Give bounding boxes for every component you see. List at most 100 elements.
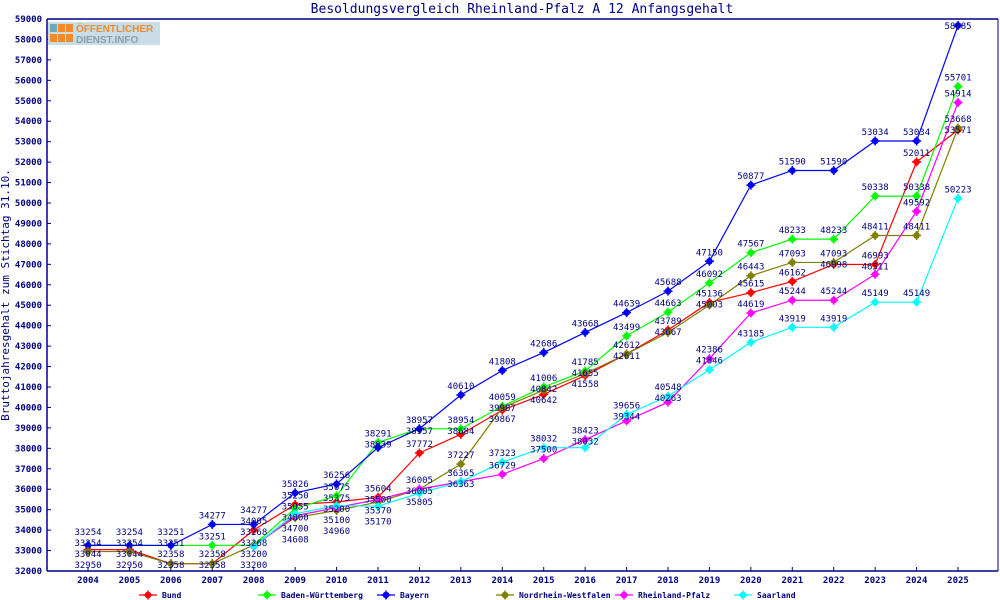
data-point — [870, 269, 880, 279]
data-point — [456, 424, 466, 434]
legend-marker — [619, 590, 629, 600]
x-tick-label: 2017 — [616, 576, 638, 586]
data-point — [953, 193, 963, 203]
marker-cross — [207, 559, 217, 569]
y-tick-label: 39000 — [15, 424, 42, 434]
legend-marker — [143, 590, 153, 600]
data-label: 33044 — [116, 550, 143, 560]
data-point — [414, 448, 424, 458]
legend-marker — [738, 590, 748, 600]
data-point — [166, 559, 176, 569]
data-label: 34800 — [282, 514, 309, 524]
marker-cross — [912, 206, 922, 216]
legend-marker — [500, 590, 510, 600]
marker-cross — [787, 165, 797, 175]
data-label: 54914 — [944, 90, 971, 100]
data-label: 39344 — [613, 412, 640, 422]
data-label: 32358 — [199, 550, 226, 560]
data-label: 34608 — [282, 536, 309, 546]
data-point — [704, 278, 714, 288]
data-label: 43499 — [613, 323, 640, 333]
data-point — [622, 331, 632, 341]
data-label: 32358 — [157, 561, 184, 571]
marker-cross — [953, 123, 963, 133]
x-tick-label: 2018 — [657, 576, 679, 586]
data-label: 58685 — [944, 22, 971, 32]
marker-cross — [207, 540, 217, 550]
data-label: 42386 — [696, 346, 723, 356]
data-label: 50338 — [862, 183, 889, 193]
marker-cross — [83, 547, 93, 557]
data-label: 41655 — [572, 369, 599, 379]
marker-cross — [746, 288, 756, 298]
marker-cross — [580, 435, 590, 445]
marker-cross — [829, 165, 839, 175]
series-line-2 — [88, 25, 959, 547]
data-label: 42612 — [613, 341, 640, 351]
data-point — [787, 165, 797, 175]
data-point — [539, 348, 549, 358]
y-tick-label: 42000 — [15, 363, 42, 373]
y-tick-label: 56000 — [15, 76, 42, 86]
y-tick-label: 46000 — [15, 281, 42, 291]
x-tick-label: 2025 — [947, 576, 969, 586]
marker-cross — [663, 286, 673, 296]
data-label: 45149 — [862, 289, 889, 299]
y-tick-label: 36000 — [15, 485, 42, 495]
marker-cross — [580, 443, 590, 453]
data-point — [332, 491, 342, 501]
data-point — [414, 488, 424, 498]
data-point — [912, 191, 922, 201]
data-label: 53571 — [944, 126, 971, 136]
data-label: 35604 — [364, 484, 391, 494]
data-label: 37500 — [530, 446, 557, 456]
data-label: 44639 — [613, 300, 640, 310]
data-point — [456, 459, 466, 469]
data-label: 35375 — [323, 494, 350, 504]
y-tick-label: 57000 — [15, 56, 42, 66]
data-label: 43919 — [820, 314, 847, 324]
data-label: 35055 — [282, 503, 309, 513]
data-label: 36005 — [406, 487, 433, 497]
data-label: 47093 — [820, 249, 847, 259]
data-label: 41846 — [696, 357, 723, 367]
legend-label: Nordrhein-Westfalen — [519, 590, 611, 600]
data-point — [953, 20, 963, 30]
marker-cross — [332, 501, 342, 511]
marker-cross — [704, 256, 714, 266]
marker-cross — [500, 590, 510, 600]
marker-cross — [249, 519, 259, 529]
data-label: 39867 — [489, 415, 516, 425]
data-point — [456, 390, 466, 400]
marker-cross — [912, 136, 922, 146]
legend-label: Bayern — [400, 591, 429, 600]
marker-cross — [332, 491, 342, 501]
data-label: 55701 — [944, 73, 971, 83]
data-point — [207, 519, 217, 529]
data-point — [456, 477, 466, 487]
data-point — [663, 391, 673, 401]
data-label: 46443 — [737, 263, 764, 273]
x-tick-label: 2023 — [864, 576, 886, 586]
data-point — [870, 230, 880, 240]
data-label: 33268 — [240, 528, 267, 538]
marker-cross — [953, 98, 963, 108]
data-point — [746, 337, 756, 347]
data-label: 32358 — [157, 550, 184, 560]
data-label: 37227 — [447, 451, 474, 461]
data-label: 33251 — [157, 528, 184, 538]
data-point — [622, 349, 632, 359]
data-point — [912, 157, 922, 167]
marker-cross — [663, 391, 673, 401]
marker-cross — [414, 424, 424, 434]
data-label: 35170 — [364, 517, 391, 527]
chart-title: Besoldungsvergleich Rheinland-Pfalz A 12… — [311, 2, 734, 17]
data-label: 50338 — [903, 183, 930, 193]
marker-cross — [912, 157, 922, 167]
x-tick-label: 2016 — [574, 576, 596, 586]
marker-cross — [663, 327, 673, 337]
marker-cross — [704, 365, 714, 375]
data-point — [663, 286, 673, 296]
data-label: 35675 — [323, 483, 350, 493]
marker-cross — [870, 136, 880, 146]
